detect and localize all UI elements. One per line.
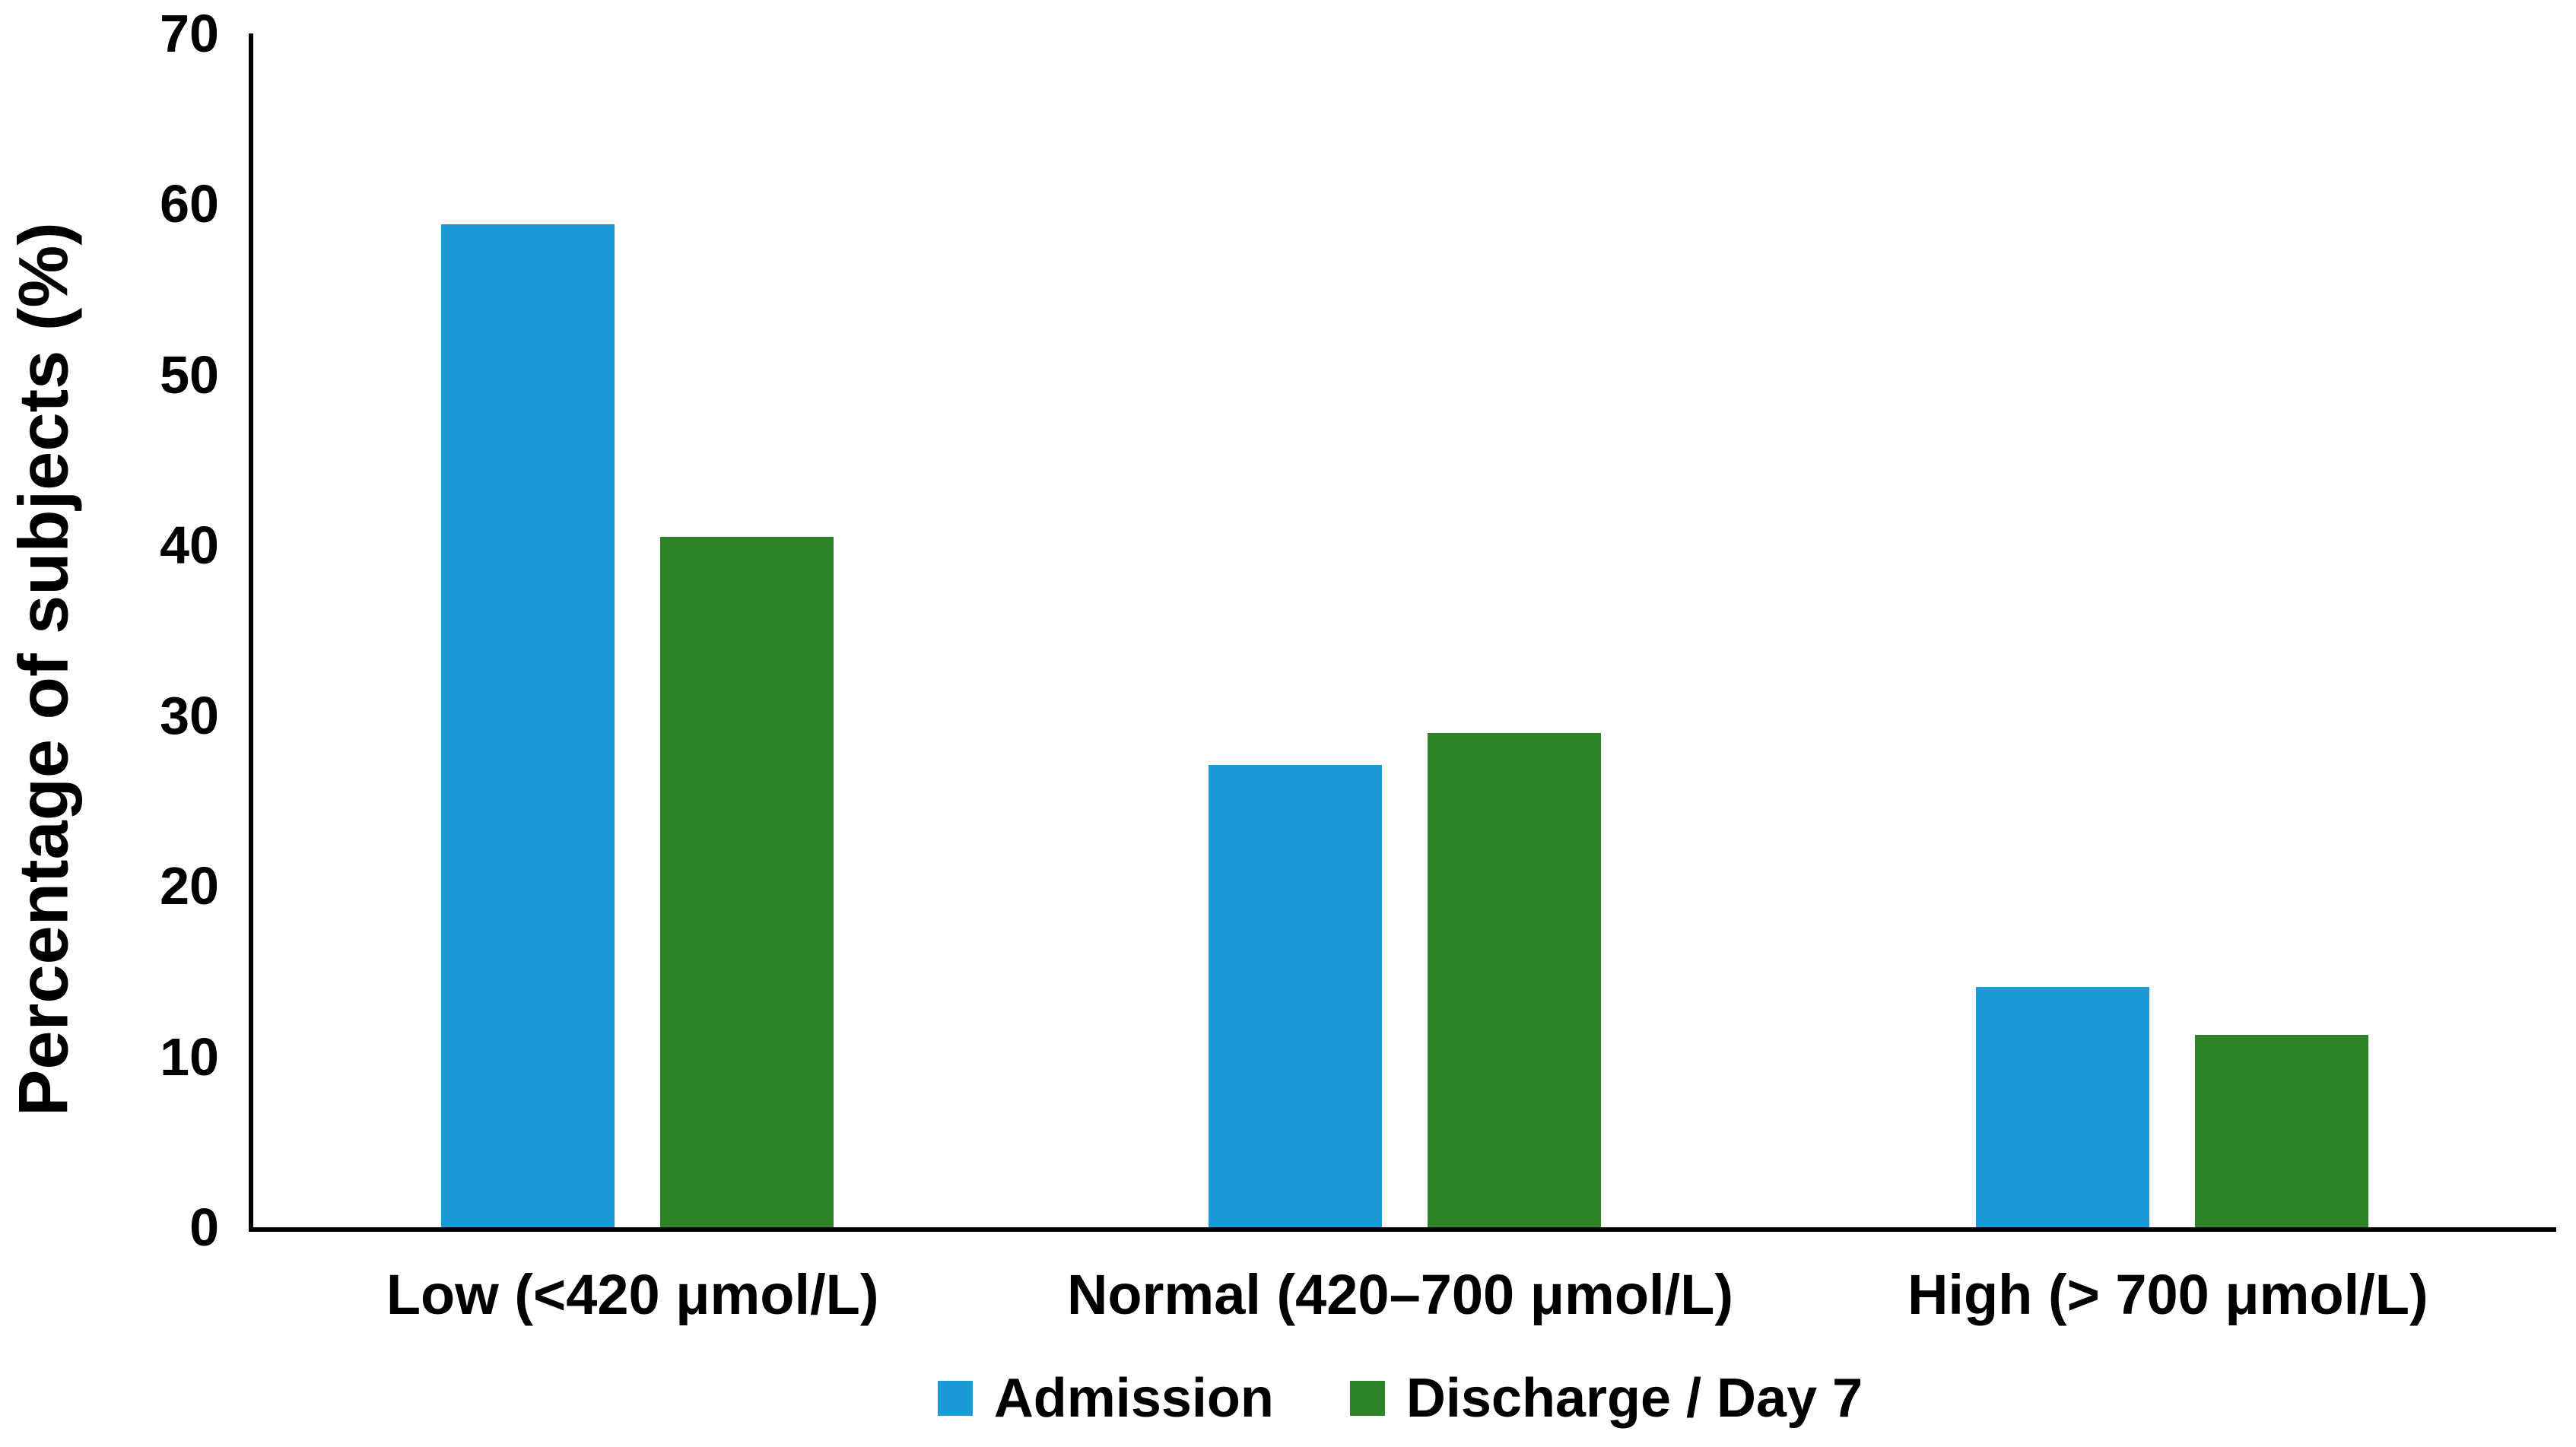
y-axis-tick-labels: 0 10 20 30 40 50 60 70 — [0, 4, 219, 1257]
legend-label-admission: Admission — [993, 1368, 1274, 1429]
bar-admission-low-420-mol-l — [440, 224, 615, 1227]
y-tick-label-50: 50 — [160, 344, 219, 405]
legend-swatch-admission — [937, 1381, 973, 1416]
y-tick-label-40: 40 — [160, 515, 219, 575]
bar-admission-normal-420-700-mol-l — [1208, 765, 1382, 1227]
y-tick-label-20: 20 — [160, 856, 219, 916]
x-axis-label-normal-420-700-mol-l: Normal (420–700 μmol/L) — [1066, 1263, 1734, 1326]
bar-admission-high-700-mol-l — [1976, 986, 2150, 1227]
legend-item-admission: Admission — [937, 1367, 1274, 1430]
y-tick-label-70: 70 — [160, 4, 219, 63]
bar-group-low-420-mol-l — [253, 33, 1021, 1227]
y-tick-label-10: 10 — [160, 1027, 219, 1087]
bar-discharge-day-7-low-420-mol-l — [659, 536, 834, 1227]
bar-group-high-700-mol-l — [1789, 33, 2556, 1227]
x-axis-category-labels: Low (<420 μmol/L) Normal (420–700 μmol/L)… — [249, 1262, 2552, 1327]
bar-groups-container — [253, 33, 2556, 1227]
bar-group-normal-420-700-mol-l — [1021, 33, 1788, 1227]
y-tick-label-30: 30 — [160, 686, 219, 746]
x-axis-label-low-420-mol-l: Low (<420 μmol/L) — [386, 1263, 879, 1326]
legend-label-discharge-day-7: Discharge / Day 7 — [1406, 1368, 1863, 1429]
legend-swatch-discharge-day-7 — [1349, 1381, 1385, 1416]
legend-item-discharge-day-7: Discharge / Day 7 — [1349, 1367, 1863, 1430]
plot-area — [249, 33, 2556, 1232]
bar-discharge-day-7-normal-420-700-mol-l — [1427, 732, 1601, 1227]
y-tick-label-60: 60 — [160, 174, 219, 234]
y-tick-label-0: 0 — [189, 1198, 219, 1257]
legend: Admission Discharge / Day 7 — [249, 1367, 2552, 1430]
bar-discharge-day-7-high-700-mol-l — [2195, 1034, 2369, 1227]
x-axis-label-high-700-mol-l: High (> 700 μmol/L) — [1907, 1263, 2428, 1326]
